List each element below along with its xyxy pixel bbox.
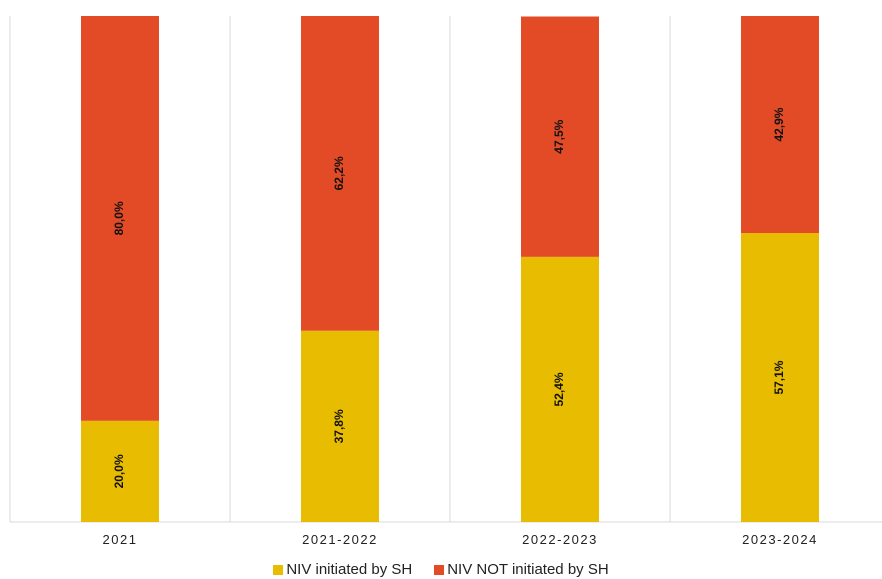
x-axis-ticks: 2021 2021-2022 2022-2023 2023-2024	[103, 532, 818, 547]
data-label: 47,5%	[552, 119, 566, 153]
data-label: 20,0%	[112, 454, 126, 488]
x-tick-label: 2021	[103, 532, 138, 547]
x-tick-label: 2022-2023	[522, 532, 598, 547]
x-tick-label: 2023-2024	[742, 532, 818, 547]
bar-segment-not-initiated	[301, 16, 379, 331]
bar-segment-initiated	[741, 233, 819, 522]
legend: NIV initiated by SH NIV NOT initiated by…	[0, 561, 882, 578]
bar-segment-initiated	[521, 256, 599, 522]
legend-item-not-initiated: NIV NOT initiated by SH	[434, 561, 609, 578]
bar-segment-initiated	[81, 420, 159, 522]
bar-segment-not-initiated	[81, 16, 159, 421]
data-label: 42,9%	[772, 107, 786, 141]
bars-layer	[81, 16, 819, 522]
data-label: 62,2%	[332, 156, 346, 190]
data-label: 80,0%	[112, 201, 126, 235]
bar-segment-initiated	[301, 330, 379, 522]
data-labels-layer: 20,0% 80,0% 37,8% 62,2% 52,4% 47,5% 57,1% 42,9%	[112, 107, 786, 488]
legend-item-initiated: NIV initiated by SH	[273, 561, 412, 578]
legend-swatch-initiated	[273, 564, 284, 575]
legend-swatch-not-initiated	[434, 564, 445, 575]
x-tick-label: 2021-2022	[302, 532, 378, 547]
bar-segment-not-initiated	[741, 16, 819, 234]
data-label: 37,8%	[332, 409, 346, 443]
data-label: 52,4%	[552, 372, 566, 406]
data-label: 57,1%	[772, 360, 786, 394]
legend-label-initiated: NIV initiated by SH	[286, 561, 413, 578]
legend-label-not-initiated: NIV NOT initiated by SH	[447, 561, 609, 578]
bar-segment-not-initiated	[521, 16, 599, 257]
